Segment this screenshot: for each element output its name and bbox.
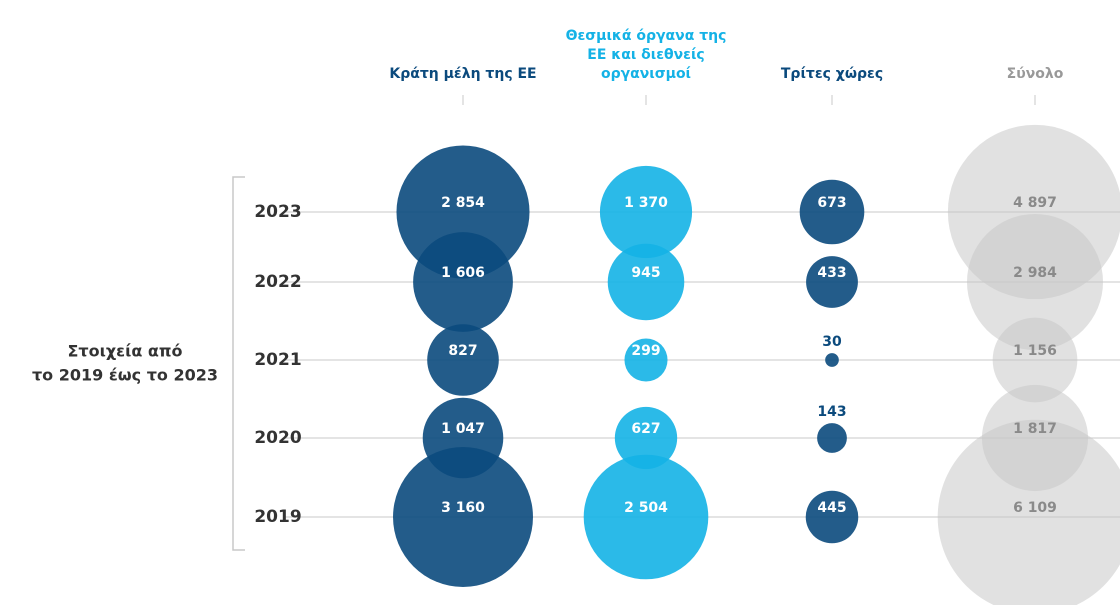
bubble [937, 419, 1120, 605]
value-label: 30 [822, 334, 842, 350]
column-header: Σύνολο [1006, 66, 1064, 82]
year-label: 2023 [254, 202, 301, 222]
bubble [966, 213, 1104, 351]
value-label: 2 504 [624, 500, 668, 516]
value-label: 1 817 [1013, 421, 1057, 437]
value-label: 4 897 [1013, 195, 1057, 211]
bubble [806, 256, 858, 308]
annotation: Στοιχεία από [67, 342, 182, 361]
value-label: 827 [448, 343, 477, 359]
value-label: 2 854 [441, 195, 485, 211]
value-label: 3 160 [441, 500, 485, 516]
year-label: 2021 [254, 350, 301, 370]
value-label: 1 047 [441, 421, 485, 437]
value-label: 445 [817, 500, 846, 516]
bubble [583, 454, 709, 580]
column-header: Κράτη μέλη της ΕΕ [389, 66, 537, 82]
year-label: 2020 [254, 428, 301, 448]
year-label: 2022 [254, 272, 301, 292]
value-label: 627 [631, 421, 660, 437]
bubble [427, 324, 499, 396]
bubble [607, 243, 685, 321]
value-label: 673 [817, 195, 846, 211]
bubble-group: 4 897 2 984 1 156 1 817 6 109 [937, 124, 1120, 605]
bubble [413, 232, 513, 332]
bubble [799, 179, 865, 245]
bubble [393, 447, 533, 587]
year-label: 2019 [254, 507, 301, 527]
bubble [599, 165, 693, 259]
column-header: Τρίτες χώρες [780, 66, 884, 82]
value-label: 143 [817, 404, 846, 420]
annotation: το 2019 έως το 2023 [32, 366, 218, 385]
value-label: 945 [631, 265, 660, 281]
value-label: 1 156 [1013, 343, 1057, 359]
value-label: 433 [817, 265, 846, 281]
bubble [624, 338, 668, 382]
column-header: Θεσμικά όργανα της ΕΕ και διεθνείς οργαν… [565, 28, 727, 82]
bubble-group: 2 854 1 606 827 1 047 3 160 [393, 145, 533, 587]
value-label: 2 984 [1013, 265, 1057, 281]
bubble [992, 317, 1078, 403]
bubble [614, 406, 678, 470]
bubble [825, 353, 839, 367]
bubble [817, 423, 847, 453]
value-label: 299 [631, 343, 660, 359]
value-label: 6 109 [1013, 500, 1057, 516]
value-label: 1 606 [441, 265, 485, 281]
bracket [232, 176, 245, 551]
bubble [805, 490, 859, 544]
bubble-group: 673 433 30 143 445 [799, 179, 865, 544]
value-label: 1 370 [624, 195, 668, 211]
bubble-group: 1 370 945 299 627 2 504 [583, 165, 709, 580]
